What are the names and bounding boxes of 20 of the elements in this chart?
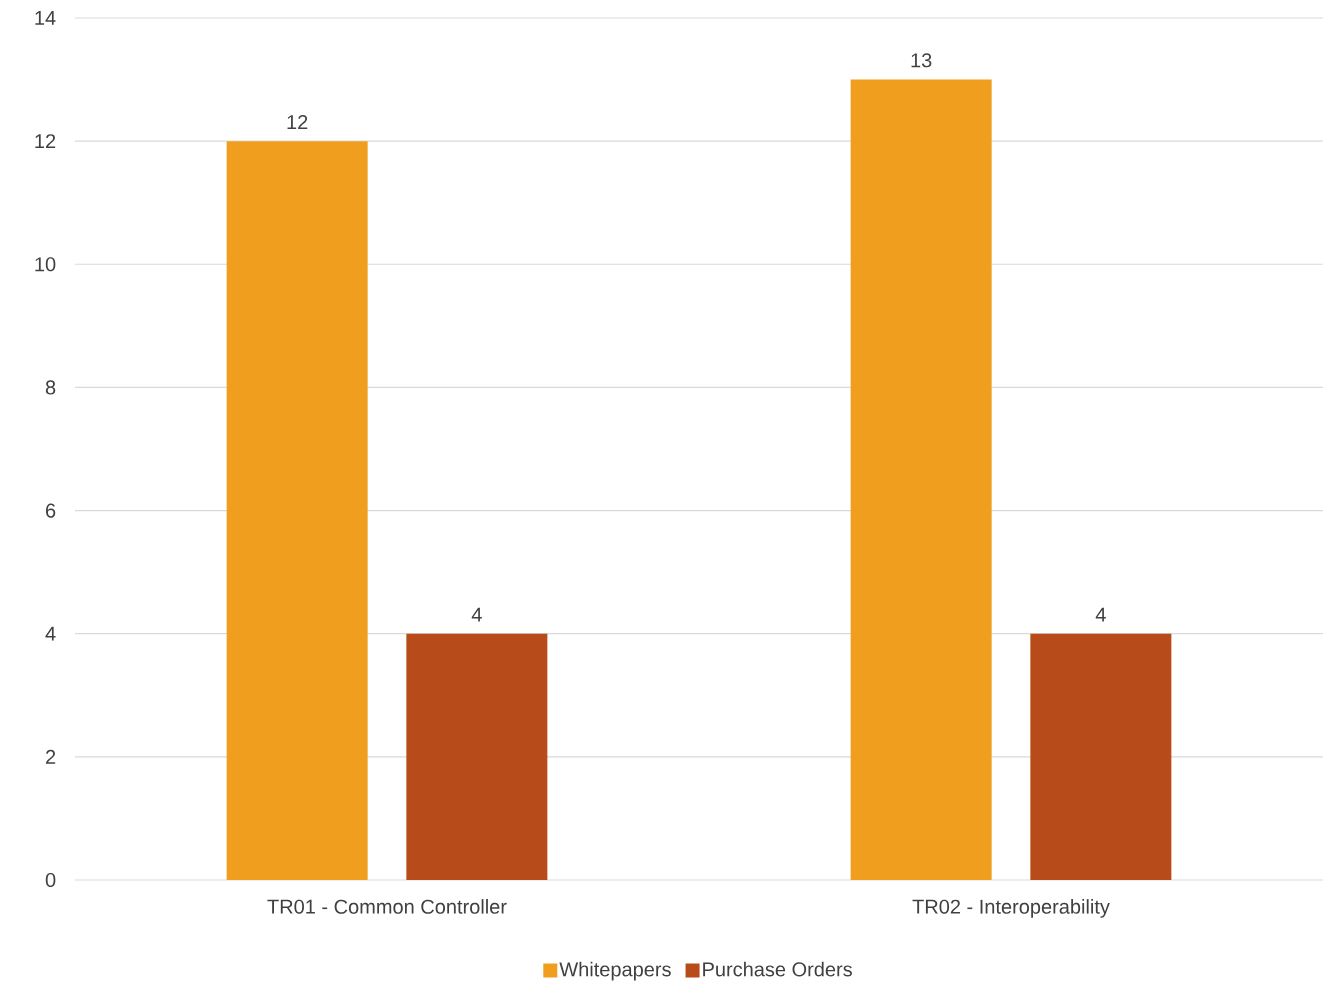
y-tick-label: 12 xyxy=(35,134,56,149)
y-tick-label: 8 xyxy=(45,380,56,395)
legend-label: Purchase Orders xyxy=(703,961,852,977)
data-label: 4 xyxy=(471,607,482,622)
bar xyxy=(850,79,992,880)
data-label: 4 xyxy=(1095,607,1106,622)
data-label: 12 xyxy=(287,114,308,129)
y-tick-label: 2 xyxy=(46,749,56,764)
legend-label: Whitepapers xyxy=(559,961,671,981)
y-tick-label: 0 xyxy=(45,872,56,888)
x-tick-label: TR01 - Common Controller xyxy=(267,899,507,914)
y-tick-label: 14 xyxy=(35,11,56,25)
data-label: 13 xyxy=(911,53,932,68)
bar xyxy=(1030,633,1172,880)
x-tick-label: TR02 - Interoperability xyxy=(912,899,1110,918)
y-tick-label: 6 xyxy=(46,503,56,518)
y-tick-label: 4 xyxy=(45,626,56,641)
y-tick-label: 10 xyxy=(35,257,56,272)
bar xyxy=(406,633,548,880)
bar xyxy=(226,141,368,880)
